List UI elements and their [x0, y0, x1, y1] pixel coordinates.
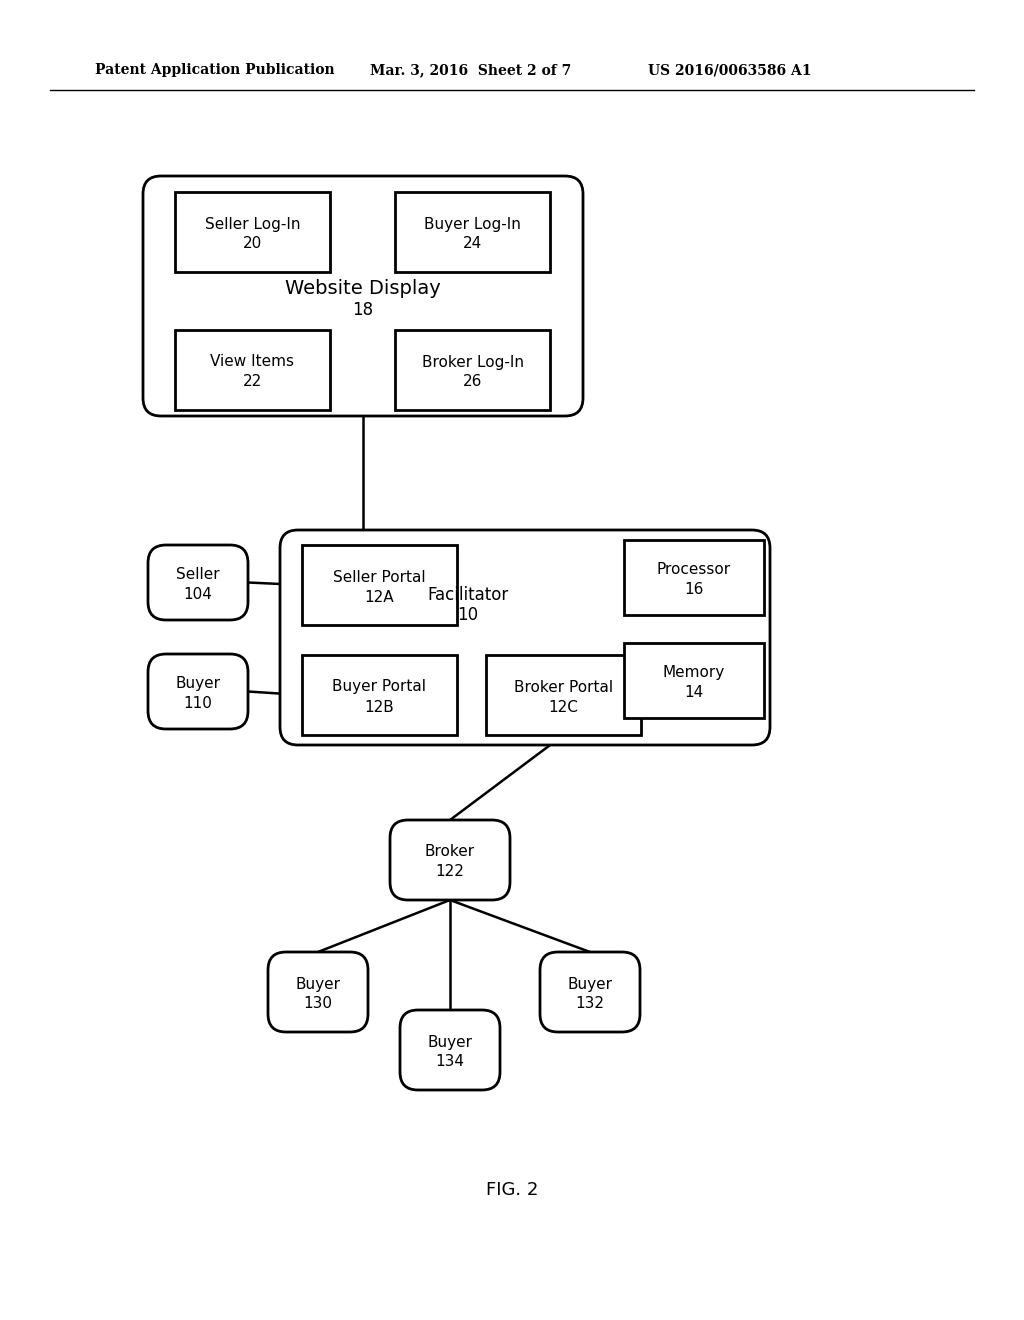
Text: Broker Log-In: Broker Log-In	[422, 355, 523, 370]
Text: 18: 18	[352, 301, 374, 319]
FancyBboxPatch shape	[175, 191, 330, 272]
FancyBboxPatch shape	[400, 1010, 500, 1090]
Text: Buyer Log-In: Buyer Log-In	[424, 216, 521, 231]
Text: 14: 14	[684, 685, 703, 700]
FancyBboxPatch shape	[395, 330, 550, 411]
Text: 10: 10	[458, 606, 478, 624]
FancyBboxPatch shape	[280, 531, 770, 744]
Text: 122: 122	[435, 865, 465, 879]
Text: 110: 110	[183, 696, 212, 711]
Text: Mar. 3, 2016  Sheet 2 of 7: Mar. 3, 2016 Sheet 2 of 7	[370, 63, 571, 77]
Text: Buyer: Buyer	[296, 977, 341, 991]
Text: 132: 132	[575, 997, 604, 1011]
Text: 12B: 12B	[365, 700, 394, 714]
FancyBboxPatch shape	[302, 545, 457, 624]
Text: Patent Application Publication: Patent Application Publication	[95, 63, 335, 77]
Text: Buyer: Buyer	[427, 1035, 472, 1049]
Text: Buyer: Buyer	[567, 977, 612, 991]
Text: View Items: View Items	[211, 355, 295, 370]
Text: 104: 104	[183, 587, 212, 602]
Text: Seller: Seller	[176, 568, 220, 582]
FancyBboxPatch shape	[148, 545, 248, 620]
Text: Memory: Memory	[663, 665, 725, 680]
FancyBboxPatch shape	[540, 952, 640, 1032]
Text: 24: 24	[463, 236, 482, 252]
Text: 12A: 12A	[365, 590, 394, 605]
Text: 134: 134	[435, 1055, 465, 1069]
Text: 20: 20	[243, 236, 262, 252]
Text: Broker: Broker	[425, 845, 475, 859]
Text: Seller Portal: Seller Portal	[333, 569, 426, 585]
FancyBboxPatch shape	[268, 952, 368, 1032]
Text: FIG. 2: FIG. 2	[485, 1181, 539, 1199]
Text: Website Display: Website Display	[285, 279, 441, 297]
Text: 22: 22	[243, 375, 262, 389]
Text: 130: 130	[303, 997, 333, 1011]
FancyBboxPatch shape	[175, 330, 330, 411]
Text: Buyer: Buyer	[175, 676, 220, 690]
FancyBboxPatch shape	[395, 191, 550, 272]
Text: US 2016/0063586 A1: US 2016/0063586 A1	[648, 63, 811, 77]
FancyBboxPatch shape	[302, 655, 457, 735]
Text: Processor: Processor	[657, 562, 731, 577]
FancyBboxPatch shape	[624, 540, 764, 615]
Text: 12C: 12C	[549, 700, 579, 714]
FancyBboxPatch shape	[486, 655, 641, 735]
Text: Buyer Portal: Buyer Portal	[333, 680, 427, 694]
Text: 16: 16	[684, 582, 703, 597]
Text: Facilitator: Facilitator	[427, 586, 509, 605]
FancyBboxPatch shape	[390, 820, 510, 900]
Text: 26: 26	[463, 375, 482, 389]
Text: Seller Log-In: Seller Log-In	[205, 216, 300, 231]
Text: Broker Portal: Broker Portal	[514, 680, 613, 694]
FancyBboxPatch shape	[148, 653, 248, 729]
FancyBboxPatch shape	[143, 176, 583, 416]
FancyBboxPatch shape	[624, 643, 764, 718]
